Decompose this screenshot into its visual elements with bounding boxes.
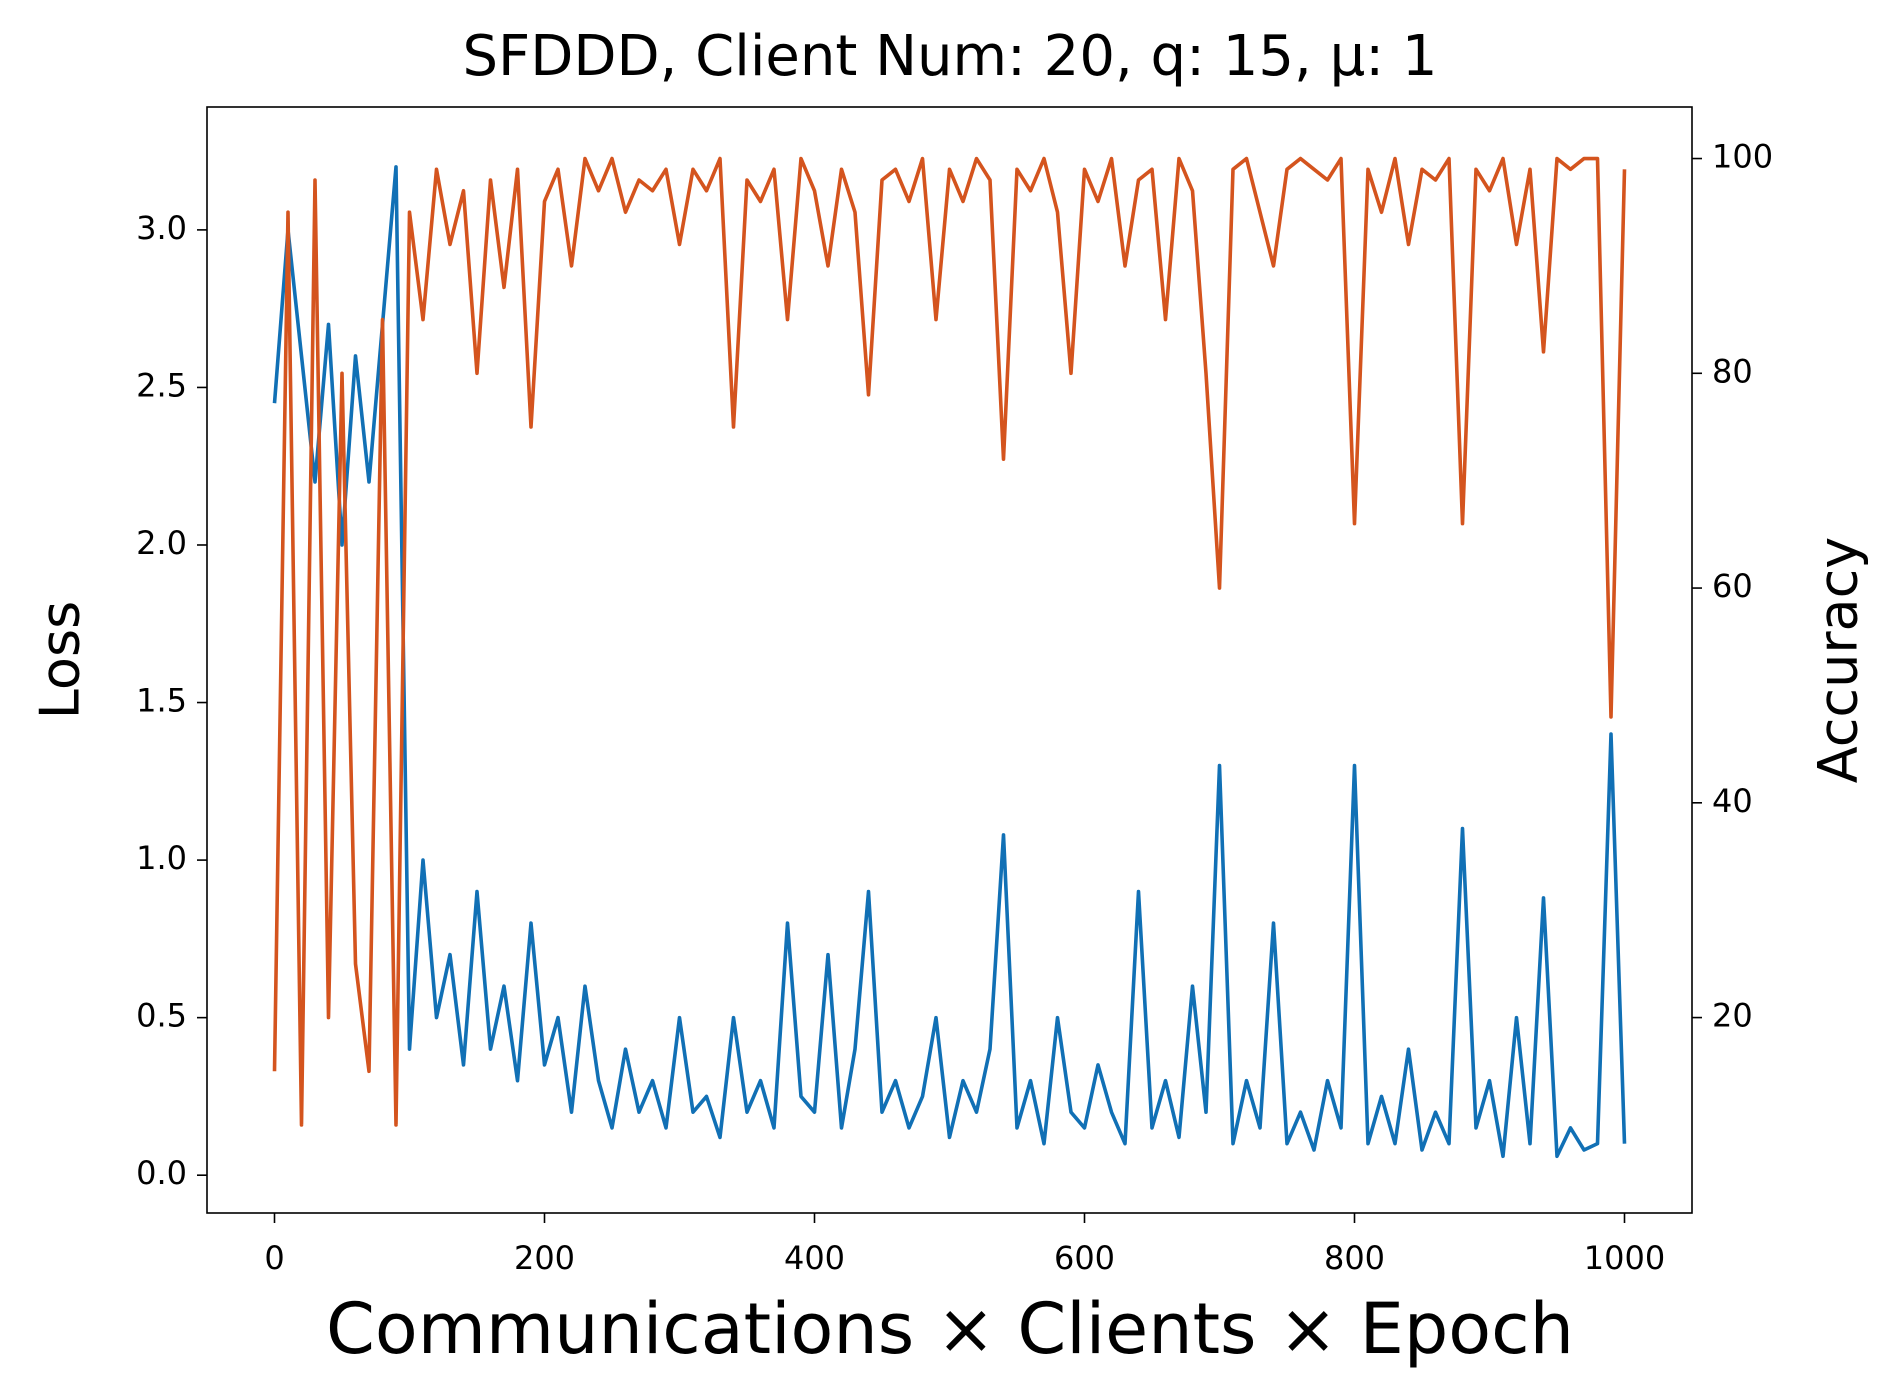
y-tick-label: 0.5 [136, 997, 187, 1035]
y2-tick-label: 100 [1712, 138, 1773, 176]
y2-tick-label: 20 [1712, 997, 1753, 1035]
y-tick-label: 0.0 [136, 1154, 187, 1192]
y2-axis-label: Accuracy [1807, 537, 1870, 784]
y2-tick-label: 60 [1712, 567, 1753, 605]
x-tick-label: 200 [514, 1239, 575, 1277]
data-line [272, 165, 1627, 1159]
x-tick-label: 600 [1054, 1239, 1115, 1277]
data-line [272, 156, 1627, 1127]
y-tick-label: 1.0 [136, 839, 187, 877]
y-axis-label: Loss [29, 601, 92, 719]
y-tick-label: 2.0 [136, 524, 187, 562]
y2-tick-label: 80 [1712, 352, 1753, 390]
chart-title: SFDDD, Client Num: 20, q: 15, μ: 1 [462, 24, 1437, 89]
y-tick-label: 3.0 [136, 209, 187, 247]
y-tick-label: 2.5 [136, 366, 187, 404]
x-tick-label: 0 [264, 1239, 284, 1277]
x-tick-label: 800 [1324, 1239, 1385, 1277]
x-tick-label: 1000 [1584, 1239, 1665, 1277]
y-tick-label: 1.5 [136, 682, 187, 720]
x-tick-label: 400 [784, 1239, 845, 1277]
plot-frame [206, 106, 1693, 1214]
x-axis-label: Communications × Clients × Epoch [326, 1288, 1574, 1370]
y2-tick-label: 40 [1712, 782, 1753, 820]
